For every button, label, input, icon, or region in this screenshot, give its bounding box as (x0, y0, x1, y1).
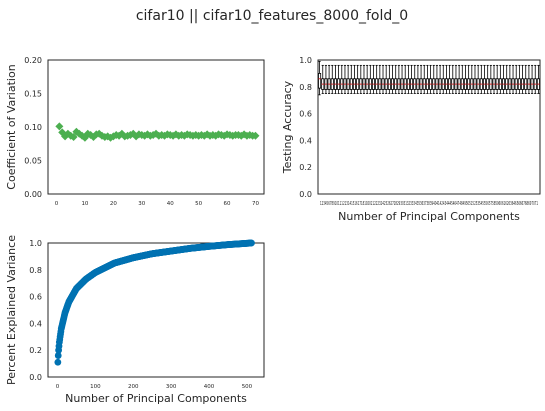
pev-axes-frame (47, 242, 265, 378)
cov-xtick-label: 70 (252, 201, 259, 207)
pev-ytick-label: 0.6 (29, 293, 42, 302)
cov-axes-frame (47, 59, 265, 195)
cov-xtick-label: 0 (55, 201, 59, 207)
acc-ytick-label: 0.0 (299, 190, 312, 199)
pev-xtick-label: 300 (166, 384, 177, 390)
pev-ytick-label: 0.8 (29, 266, 42, 275)
cov-chart: Coefficient of Variation 0.00 0.05 0.10 0.1… (5, 56, 265, 207)
cov-xtick-label: 60 (224, 201, 231, 207)
acc-ylabel: Testing Accuracy (281, 80, 294, 174)
cov-xtick-label: 20 (110, 201, 117, 207)
pev-ytick-label: 0.2 (29, 346, 42, 355)
cov-xtick-label: 30 (138, 201, 145, 207)
figure-suptitle: cifar10 || cifar10_features_8000_fold_0 (136, 8, 408, 24)
pev-xtick-label: 500 (242, 384, 253, 390)
pev-xtick-label: 200 (128, 384, 139, 390)
cov-point (251, 131, 260, 140)
pev-ytick-label: 0.0 (29, 373, 42, 382)
accuracy-chart: Testing Accuracy Number of Principal Com… (281, 56, 541, 223)
acc-ytick-label: 0.2 (299, 163, 312, 172)
pev-xtick-label: 0 (56, 384, 60, 390)
acc-ytick-label: 0.6 (299, 110, 312, 119)
acc-axes-frame (317, 59, 541, 195)
cov-xtick-label: 10 (81, 201, 88, 207)
cov-ytick-label: 0.20 (24, 56, 42, 65)
cov-ytick-label: 0.15 (24, 90, 42, 99)
cov-xtick-label: 40 (167, 201, 174, 207)
acc-ytick-label: 0.8 (299, 83, 312, 92)
cov-point (69, 133, 78, 142)
pev-point (54, 352, 62, 359)
acc-ytick-label: 0.4 (299, 136, 312, 145)
cov-ytick-label: 0.00 (24, 190, 42, 199)
pev-ytick-label: 1.0 (29, 239, 42, 248)
pev-xtick-label: 100 (90, 384, 101, 390)
pev-point (54, 358, 62, 366)
pev-xtick-label: 400 (204, 384, 215, 390)
acc-xtick-labels: 1234567891011121314151617181920212223242… (320, 201, 538, 207)
cov-ytick-label: 0.10 (24, 123, 42, 132)
cov-ytick-label: 0.05 (24, 157, 42, 166)
cov-ylabel: Coefficient of Variation (5, 64, 18, 189)
cov-xtick-label: 50 (195, 201, 202, 207)
pev-point (248, 239, 255, 247)
cov-point (55, 122, 64, 131)
acc-xlabel: Number of Principal Components (338, 210, 520, 223)
pev-chart: Percent Explained Variance Number of Pri… (5, 235, 265, 405)
acc-ytick-label: 1.0 (299, 56, 312, 65)
acc-box (318, 73, 322, 89)
pev-ytick-label: 0.4 (29, 319, 42, 328)
pev-xlabel: Number of Principal Components (65, 392, 247, 405)
pev-ylabel: Percent Explained Variance (5, 235, 18, 385)
